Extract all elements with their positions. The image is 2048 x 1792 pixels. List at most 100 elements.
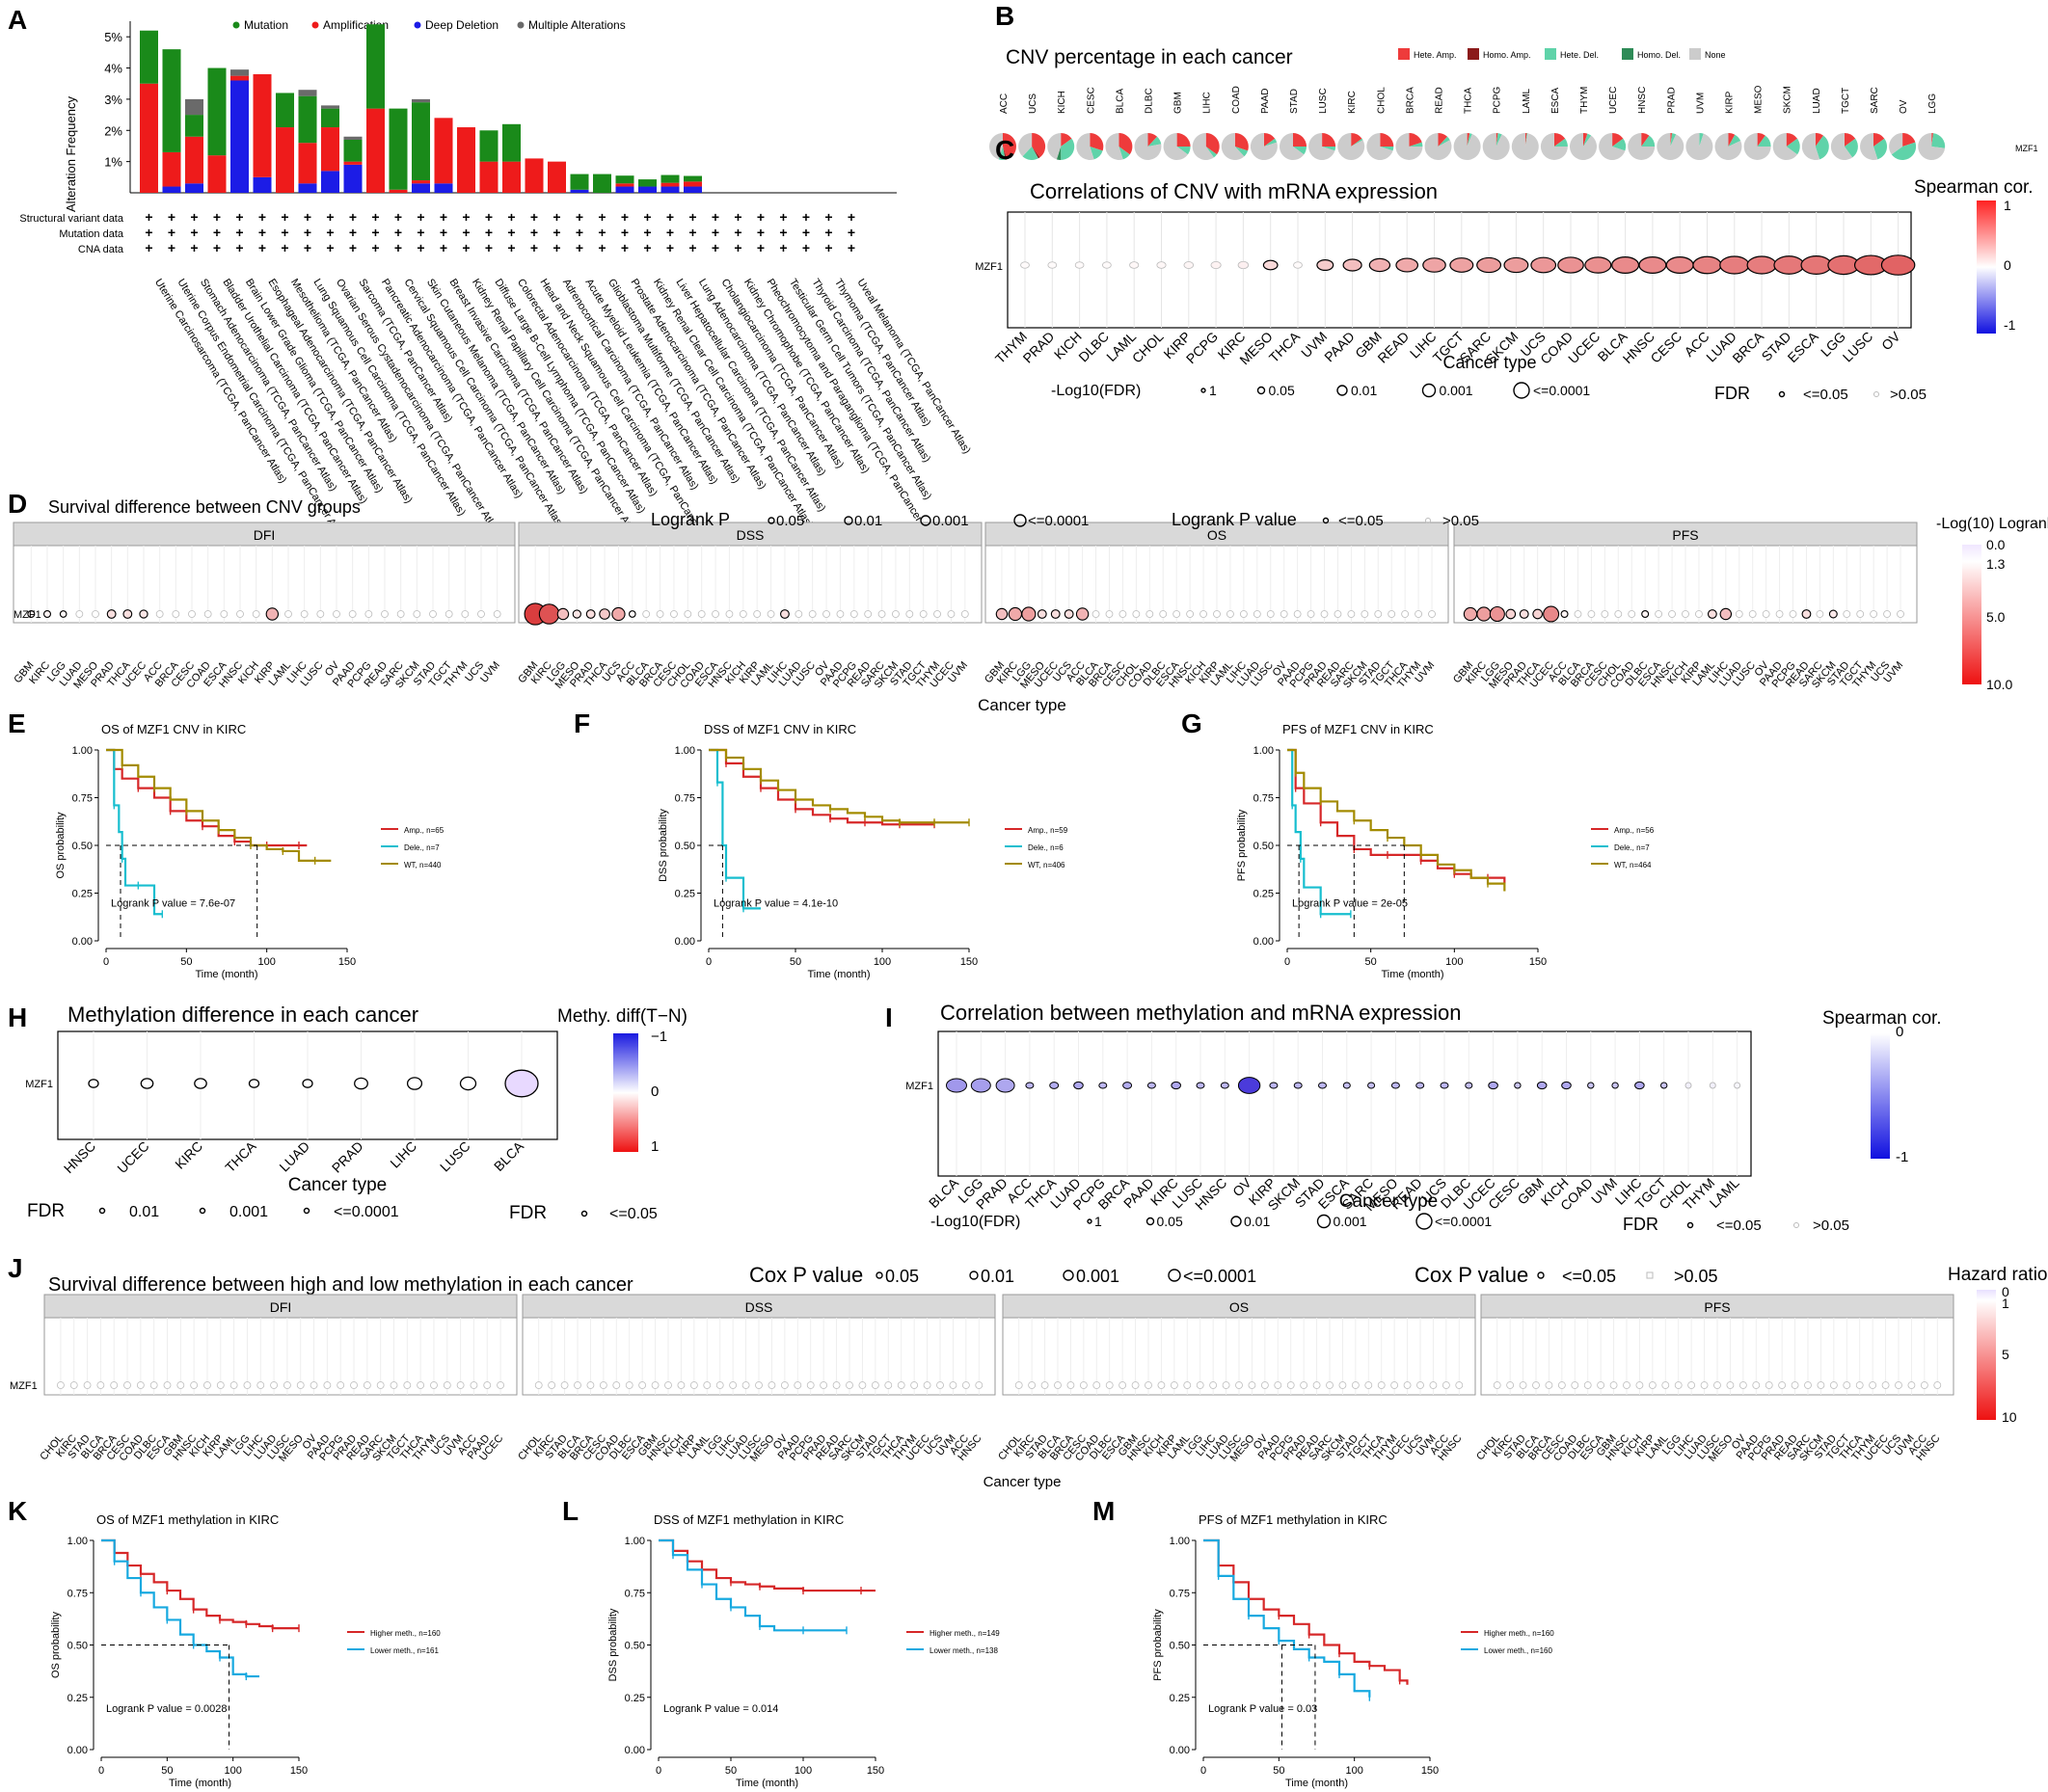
bar-amplification bbox=[457, 127, 475, 193]
tick-label: 0.25 bbox=[675, 889, 695, 900]
data-point bbox=[871, 1381, 879, 1389]
data-marker: + bbox=[145, 209, 152, 225]
tick-label: 0.75 bbox=[67, 1588, 88, 1599]
cancer-label: LUAD bbox=[276, 1138, 312, 1175]
data-point bbox=[1395, 257, 1419, 273]
data-point bbox=[780, 1381, 789, 1389]
data-marker: + bbox=[349, 225, 357, 240]
bar-amplification bbox=[434, 118, 453, 184]
colorbar-tick: 10.0 bbox=[1986, 677, 2012, 692]
data-point bbox=[1021, 606, 1037, 622]
pie-slice bbox=[1889, 133, 1903, 155]
facet-label: OS bbox=[1207, 527, 1226, 543]
pie-slice bbox=[1743, 133, 1771, 160]
legend-label: Lower meth., n=161 bbox=[370, 1646, 439, 1655]
data-marker: + bbox=[304, 209, 311, 225]
data-point bbox=[677, 1381, 686, 1389]
data-point bbox=[1719, 255, 1750, 275]
data-point bbox=[556, 607, 570, 621]
data-point bbox=[729, 1381, 738, 1389]
data-point bbox=[1734, 1082, 1741, 1089]
data-marker: + bbox=[576, 209, 583, 225]
data-point bbox=[1102, 261, 1112, 269]
data-point bbox=[504, 1069, 539, 1098]
data-point bbox=[538, 603, 560, 625]
legend-circle bbox=[1316, 1214, 1332, 1229]
pie-slice bbox=[1524, 133, 1528, 147]
colorbar-tick: −1 bbox=[651, 1029, 667, 1045]
cancer-label: BRCA bbox=[1729, 328, 1766, 365]
pie-slice bbox=[1147, 133, 1158, 147]
data-point bbox=[1648, 1381, 1657, 1389]
annotation: Logrank P value = 0.03 bbox=[1208, 1703, 1317, 1715]
row-label: MZF1 bbox=[25, 1079, 53, 1090]
data-point bbox=[413, 610, 421, 618]
bar-mutation bbox=[389, 108, 408, 190]
data-point bbox=[1326, 1381, 1334, 1389]
pie-slice bbox=[1003, 132, 1017, 160]
data-point bbox=[625, 1381, 633, 1389]
bar-deep-deletion bbox=[343, 164, 363, 193]
bar-mutation bbox=[140, 30, 158, 84]
axis-label-y: OS probability bbox=[55, 812, 67, 879]
data-point bbox=[445, 610, 453, 618]
cancer-label: CESC bbox=[1086, 87, 1096, 114]
legend-label: 0.001 bbox=[1334, 1214, 1367, 1229]
data-point bbox=[572, 609, 581, 619]
cancer-label: CHOL bbox=[1376, 87, 1387, 114]
data-point bbox=[599, 608, 610, 620]
pie-slice bbox=[1670, 133, 1677, 147]
data-point bbox=[1611, 256, 1640, 275]
data-marker: + bbox=[507, 209, 515, 225]
colorbar-title: -Log(10) Logrank P bbox=[1936, 516, 2048, 532]
data-point bbox=[194, 1078, 207, 1089]
data-point bbox=[1159, 610, 1168, 618]
data-point bbox=[376, 1381, 385, 1389]
bar-amplification bbox=[140, 83, 158, 193]
legend-circle bbox=[199, 1207, 206, 1215]
facet-label: PFS bbox=[1672, 527, 1698, 543]
data-point bbox=[296, 1381, 305, 1389]
pie-slice bbox=[1612, 133, 1624, 147]
tick-label: 50 bbox=[725, 1765, 737, 1777]
data-point bbox=[1442, 1381, 1450, 1389]
data-point bbox=[1855, 1381, 1864, 1389]
data-marker: + bbox=[552, 240, 560, 255]
data-point bbox=[122, 609, 133, 619]
data-point bbox=[155, 610, 164, 618]
row-label: CNA data bbox=[78, 244, 124, 255]
bar-mutation bbox=[502, 123, 521, 162]
data-point bbox=[1237, 1077, 1261, 1094]
data-point bbox=[1098, 1082, 1108, 1089]
data-point bbox=[1105, 610, 1114, 618]
bar-deep-deletion bbox=[230, 80, 249, 193]
data-marker: + bbox=[462, 209, 470, 225]
tick-label: 100 bbox=[1445, 956, 1463, 968]
data-marker: + bbox=[779, 209, 787, 225]
facet-label: OS bbox=[1229, 1299, 1249, 1315]
data-point bbox=[1557, 256, 1584, 274]
data-point bbox=[1449, 257, 1474, 273]
data-point bbox=[768, 1381, 776, 1389]
survival-curve bbox=[709, 748, 761, 910]
pie-slice bbox=[1641, 135, 1656, 147]
cancer-label: DLBC bbox=[1075, 329, 1112, 365]
chart-title-e: OS of MZF1 CNV in KIRC bbox=[101, 722, 246, 736]
legend-circle bbox=[1013, 514, 1027, 527]
colorbar-tick: 1 bbox=[2004, 198, 2011, 213]
data-point bbox=[1008, 606, 1023, 622]
data-marker: + bbox=[688, 225, 696, 240]
legend-label: 0.01 bbox=[1351, 383, 1377, 398]
data-point bbox=[1829, 1381, 1838, 1389]
data-marker: + bbox=[824, 209, 832, 225]
legend-label: WT, n=406 bbox=[1028, 861, 1065, 869]
data-point bbox=[364, 610, 373, 618]
data-point bbox=[265, 607, 280, 621]
data-point bbox=[1183, 261, 1195, 269]
bar-amplification bbox=[276, 127, 294, 193]
cancer-label: LIHC bbox=[387, 1138, 419, 1171]
annotation: Logrank P value = 2e-05 bbox=[1292, 897, 1408, 909]
tick-label: 0.50 bbox=[675, 841, 695, 852]
data-point bbox=[477, 610, 485, 618]
data-point bbox=[1489, 605, 1505, 623]
